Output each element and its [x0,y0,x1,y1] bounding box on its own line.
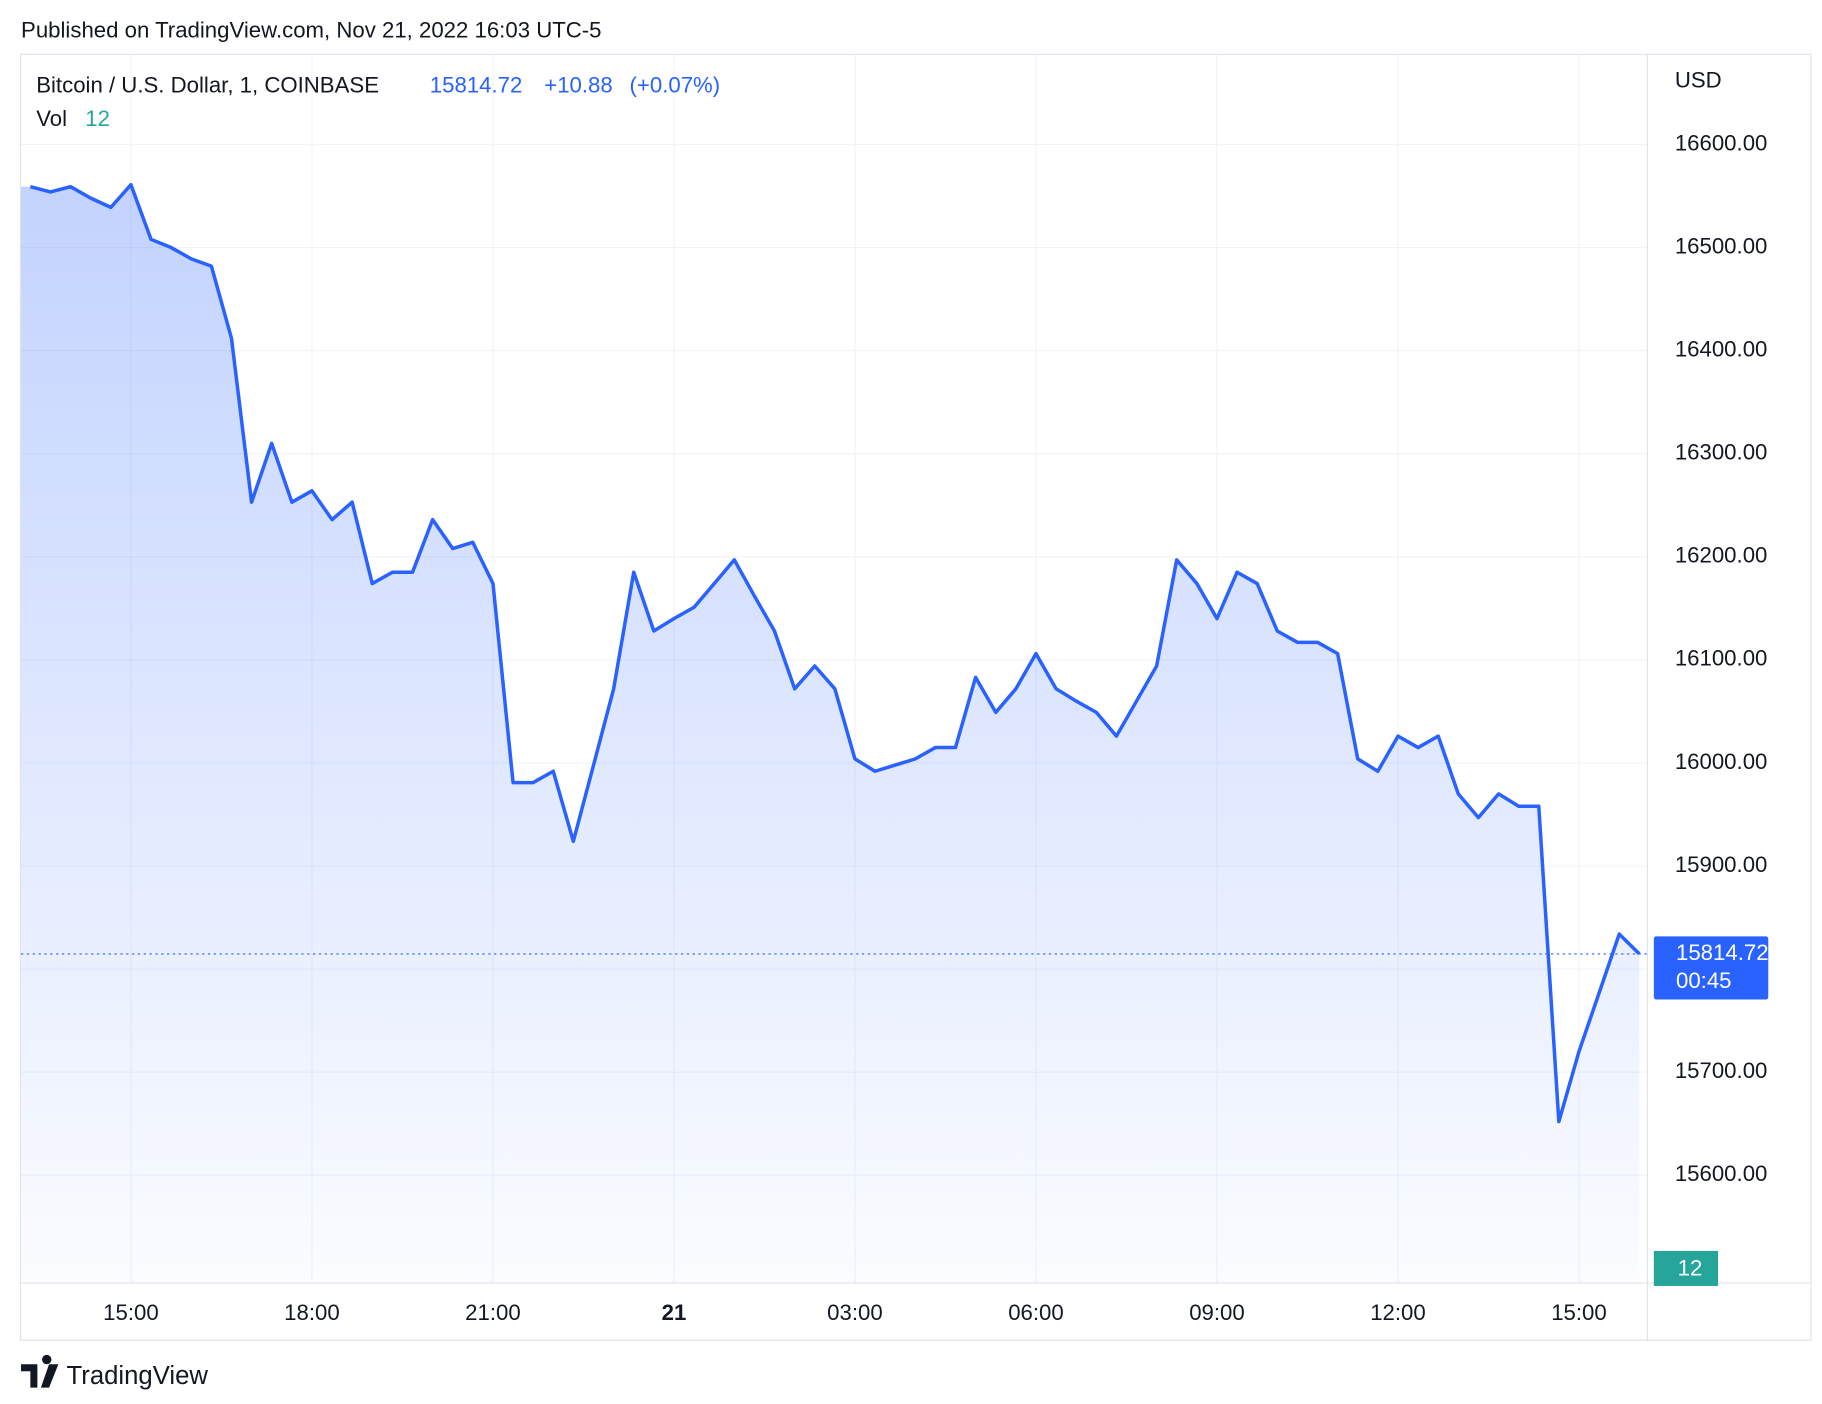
last-price: 15814.72 [430,72,523,97]
change-pct: (+0.07%) [630,72,721,97]
published: Published on TradingView.com, Nov 21, 20… [21,17,602,42]
y-tick-label: 15900.00 [1675,852,1768,877]
volume-title: Vol [36,106,67,131]
brand: TradingView [67,1362,209,1390]
x-tick-label: 21 [662,1300,687,1325]
x-tick-label: 18:00 [284,1300,340,1325]
brand-logo [21,1354,59,1388]
y-tick-label: 16400.00 [1675,337,1768,362]
legend: Bitcoin / U.S. Dollar, 1, COINBASE 15814… [36,72,720,131]
x-tick-label: 21:00 [465,1300,521,1325]
change: +10.88 [544,72,612,97]
y-tick-label: 16600.00 [1675,130,1768,155]
volume-last: 12 [85,106,110,131]
x-tick-label: 15:00 [1551,1300,1607,1325]
x-tick-label: 03:00 [827,1300,883,1325]
currency: USD [1675,68,1722,93]
y-tick-label: 15600.00 [1675,1161,1768,1186]
x-tick-label: 06:00 [1008,1300,1064,1325]
volume-badge [1653,1250,1719,1286]
last-price-badge-label: 15814.72 [1676,940,1769,965]
y-tick-label: 16300.00 [1675,440,1768,465]
countdown: 00:45 [1676,968,1732,993]
y-tick-label: 16200.00 [1675,543,1768,568]
price-line [29,182,1641,1124]
y-tick-label: 15700.00 [1675,1058,1768,1083]
y-tick-label: 16100.00 [1675,646,1768,671]
y-tick-label: 16500.00 [1675,233,1768,258]
area [21,184,1640,1283]
symbol: Bitcoin / U.S. Dollar, 1, COINBASE [36,72,379,97]
volume-badge-label: 12 [1678,1255,1703,1280]
frame [19,53,1812,1341]
last-price-badge [1653,936,1769,1000]
x-tick-label: 12:00 [1370,1300,1426,1325]
x-tick-label: 09:00 [1189,1300,1245,1325]
x-tick-label: 15:00 [103,1300,159,1325]
y-tick-label: 16000.00 [1675,749,1768,774]
